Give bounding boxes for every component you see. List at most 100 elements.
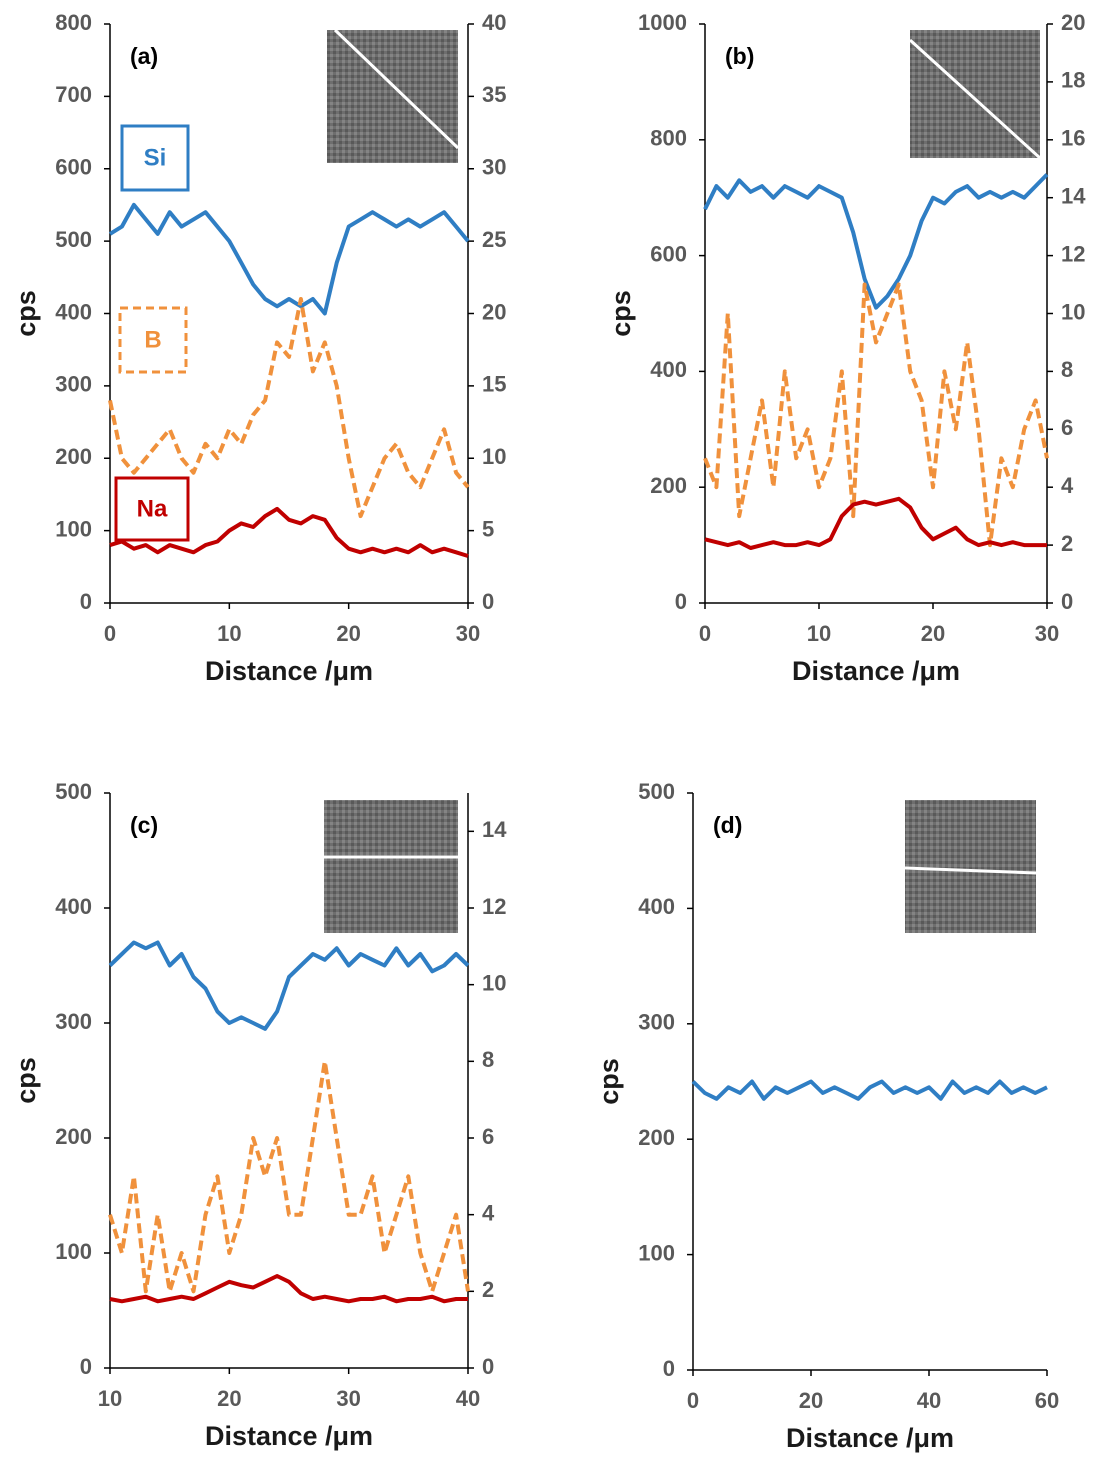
inset-shade xyxy=(327,30,458,163)
tick-label: 500 xyxy=(638,779,675,804)
y-axis-title: cps xyxy=(594,1058,624,1105)
tick-label: 0 xyxy=(1061,589,1073,614)
tick-label: 20 xyxy=(799,1388,823,1413)
inset-shade xyxy=(324,800,458,933)
tick-label: 0 xyxy=(80,1354,92,1379)
tick-label: 0 xyxy=(687,1388,699,1413)
tick-label: 5 xyxy=(482,516,494,541)
tick-label: 12 xyxy=(482,894,506,919)
legend-label: B xyxy=(144,326,161,353)
tick-label: 25 xyxy=(482,227,506,252)
tick-label: 300 xyxy=(638,1010,675,1035)
tick-label: 2 xyxy=(482,1277,494,1302)
panel-label: (c) xyxy=(130,812,158,838)
tick-label: 0 xyxy=(80,589,92,614)
legend-box xyxy=(120,124,190,192)
tick-label: 16 xyxy=(1061,126,1085,151)
inset-scan-line xyxy=(908,38,1042,160)
tick-label: 500 xyxy=(55,779,92,804)
tick-label: 30 xyxy=(456,621,480,646)
tick-label: 0 xyxy=(675,589,687,614)
data-line xyxy=(703,173,1049,310)
tick-label: 400 xyxy=(650,357,687,382)
data-line xyxy=(108,1059,470,1294)
tick-label: 20 xyxy=(1061,10,1085,35)
tick-label: 400 xyxy=(55,894,92,919)
tick-label: 12 xyxy=(1061,241,1085,266)
tick-label: 300 xyxy=(55,1009,92,1034)
tick-label: 200 xyxy=(638,1125,675,1150)
tick-label: 40 xyxy=(456,1386,480,1411)
tick-label: 14 xyxy=(482,817,507,842)
y-axis-title: cps xyxy=(11,290,41,337)
tick-label: 30 xyxy=(336,1386,360,1411)
inset-scan-line xyxy=(904,866,1037,875)
tick-label: 1000 xyxy=(638,10,687,35)
tick-label: 0 xyxy=(482,1354,494,1379)
legend-box xyxy=(118,306,188,374)
panel-label: (a) xyxy=(130,43,158,69)
data-line xyxy=(109,506,469,558)
tick-label: 200 xyxy=(650,473,687,498)
data-line xyxy=(691,1079,1048,1101)
data-line xyxy=(703,282,1049,548)
tick-label: 30 xyxy=(482,155,506,180)
y-axis-title: cps xyxy=(606,290,636,337)
tick-label: 35 xyxy=(482,82,506,107)
tick-label: 20 xyxy=(921,621,945,646)
x-axis-title: Distance /μm xyxy=(792,656,960,686)
tick-label: 10 xyxy=(807,621,831,646)
tick-label: 10 xyxy=(482,444,506,469)
x-axis-title: Distance /μm xyxy=(205,1421,373,1451)
tick-label: 40 xyxy=(482,10,506,35)
data-line xyxy=(108,202,470,316)
tick-label: 700 xyxy=(55,82,92,107)
legend-label: Si xyxy=(144,144,167,171)
legend-label: Na xyxy=(137,495,168,522)
tick-label: 8 xyxy=(1061,357,1073,382)
tick-label: 0 xyxy=(104,621,116,646)
tick-label: 0 xyxy=(663,1356,675,1381)
tick-label: 400 xyxy=(55,299,92,324)
tick-label: 40 xyxy=(917,1388,941,1413)
tick-label: 400 xyxy=(638,894,675,919)
x-axis-title: Distance /μm xyxy=(205,656,373,686)
tick-label: 800 xyxy=(650,126,687,151)
tick-label: 200 xyxy=(55,1124,92,1149)
tick-label: 600 xyxy=(55,155,92,180)
tick-label: 100 xyxy=(638,1240,675,1265)
tick-label: 10 xyxy=(98,1386,122,1411)
data-line xyxy=(108,940,470,1031)
inset-shade xyxy=(905,800,1036,933)
tick-label: 100 xyxy=(55,516,92,541)
x-axis-title: Distance /μm xyxy=(786,1423,954,1453)
panel-label: (d) xyxy=(713,812,742,838)
tick-label: 18 xyxy=(1061,68,1085,93)
tick-label: 200 xyxy=(55,444,92,469)
tick-label: 0 xyxy=(699,621,711,646)
tick-label: 8 xyxy=(482,1047,494,1072)
tick-label: 20 xyxy=(336,621,360,646)
data-line xyxy=(108,297,470,519)
tick-label: 20 xyxy=(482,299,506,324)
tick-label: 10 xyxy=(217,621,241,646)
tick-label: 15 xyxy=(482,372,506,397)
tick-label: 20 xyxy=(217,1386,241,1411)
inset-scan-line xyxy=(333,28,460,150)
tick-label: 30 xyxy=(1035,621,1059,646)
tick-label: 2 xyxy=(1061,531,1073,556)
panel-label: (b) xyxy=(725,43,754,69)
tick-label: 300 xyxy=(55,372,92,397)
tick-label: 10 xyxy=(1061,299,1085,324)
tick-label: 800 xyxy=(55,10,92,35)
tick-label: 4 xyxy=(1061,473,1074,498)
tick-label: 100 xyxy=(55,1239,92,1264)
data-line xyxy=(704,496,1047,550)
tick-label: 4 xyxy=(482,1200,495,1225)
tick-label: 14 xyxy=(1061,184,1086,209)
tick-label: 500 xyxy=(55,227,92,252)
legend-box xyxy=(114,476,190,542)
y-axis-title: cps xyxy=(11,1057,41,1104)
tick-label: 60 xyxy=(1035,1388,1059,1413)
